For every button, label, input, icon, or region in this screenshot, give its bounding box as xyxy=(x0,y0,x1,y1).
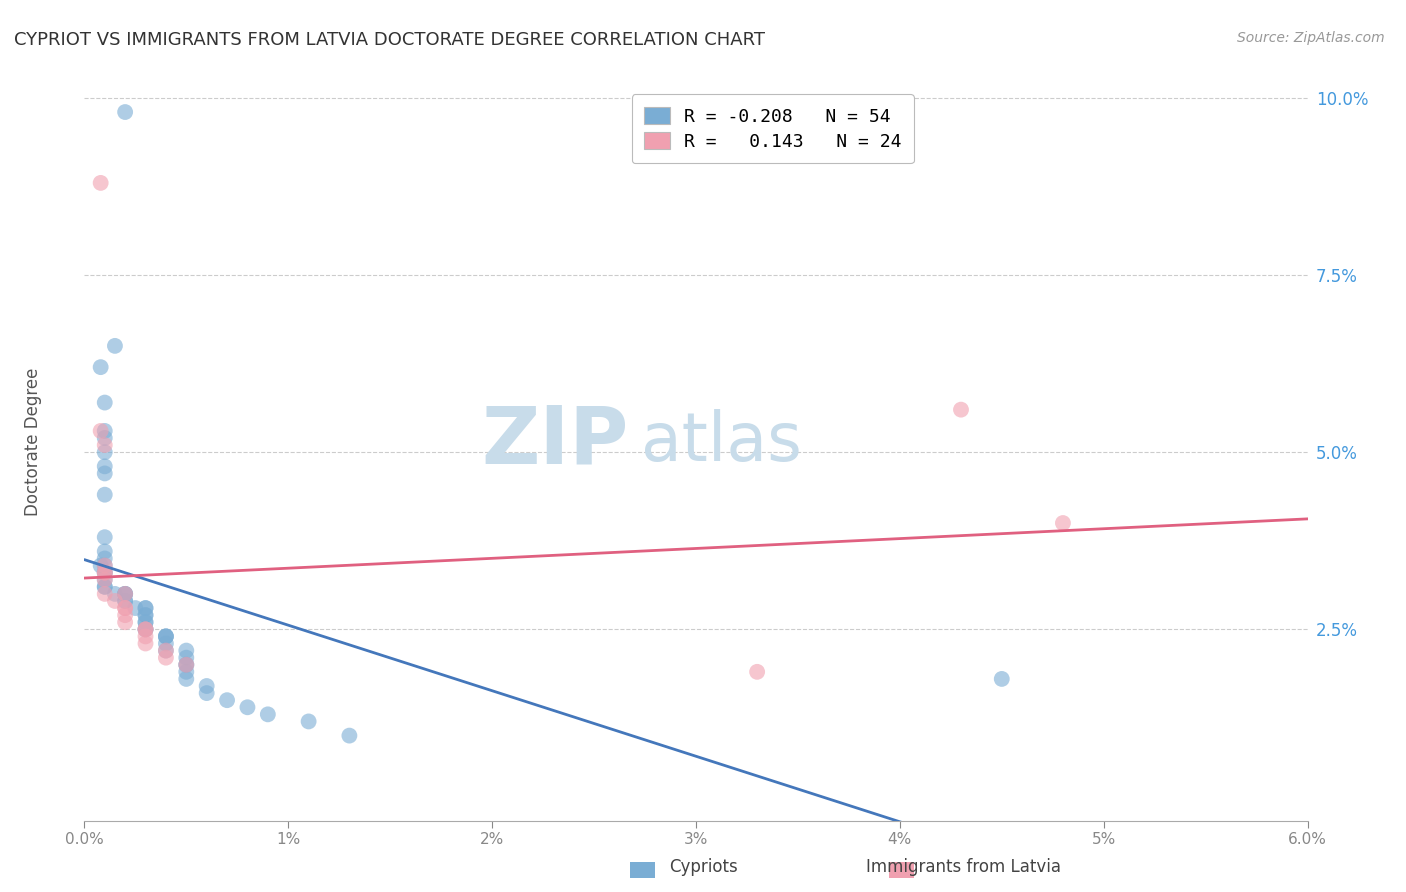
Point xyxy=(114,587,136,601)
Point xyxy=(93,551,117,566)
Point xyxy=(114,587,136,601)
Text: Cypriots: Cypriots xyxy=(669,858,737,876)
Point xyxy=(114,594,136,608)
Point xyxy=(176,665,198,679)
Point xyxy=(135,615,157,630)
Point xyxy=(135,629,157,643)
Point xyxy=(114,601,136,615)
Point xyxy=(93,573,117,587)
Point xyxy=(155,643,177,657)
Point xyxy=(155,650,177,665)
Point xyxy=(135,608,157,623)
Point xyxy=(1052,516,1074,530)
Point xyxy=(135,601,157,615)
Point xyxy=(93,558,117,573)
Point xyxy=(155,629,177,643)
Point xyxy=(93,580,117,594)
Point xyxy=(298,714,321,729)
Text: Source: ZipAtlas.com: Source: ZipAtlas.com xyxy=(1237,31,1385,45)
Point xyxy=(135,623,157,637)
Point xyxy=(114,105,136,120)
Point xyxy=(135,636,157,650)
Point xyxy=(90,176,112,190)
Point xyxy=(114,587,136,601)
Point xyxy=(124,601,146,615)
Point xyxy=(93,580,117,594)
Point xyxy=(176,657,198,672)
Point xyxy=(257,707,280,722)
Point xyxy=(90,558,112,573)
Text: atlas: atlas xyxy=(641,409,801,475)
Point xyxy=(135,608,157,623)
Point xyxy=(93,566,117,580)
Point xyxy=(135,623,157,637)
Point xyxy=(93,573,117,587)
Point xyxy=(114,601,136,615)
Text: Immigrants from Latvia: Immigrants from Latvia xyxy=(866,858,1060,876)
Point xyxy=(93,530,117,544)
Text: CYPRIOT VS IMMIGRANTS FROM LATVIA DOCTORATE DEGREE CORRELATION CHART: CYPRIOT VS IMMIGRANTS FROM LATVIA DOCTOR… xyxy=(14,31,765,49)
Point xyxy=(217,693,239,707)
Point xyxy=(155,629,177,643)
Point xyxy=(93,566,117,580)
Point xyxy=(93,431,117,445)
Point xyxy=(135,601,157,615)
Point xyxy=(93,445,117,459)
Point xyxy=(93,424,117,438)
Point xyxy=(747,665,769,679)
Point xyxy=(176,657,198,672)
Point xyxy=(104,587,127,601)
Point xyxy=(135,623,157,637)
Point xyxy=(104,339,127,353)
Point xyxy=(176,657,198,672)
Point xyxy=(93,438,117,452)
Point xyxy=(93,566,117,580)
Point xyxy=(155,629,177,643)
Point xyxy=(155,636,177,650)
Point xyxy=(114,608,136,623)
Point xyxy=(93,566,117,580)
Point xyxy=(90,360,112,375)
Point xyxy=(950,402,973,417)
Point xyxy=(236,700,259,714)
Point xyxy=(93,467,117,481)
Point xyxy=(176,672,198,686)
Text: Doctorate Degree: Doctorate Degree xyxy=(24,368,42,516)
Point xyxy=(90,424,112,438)
Point xyxy=(93,488,117,502)
Point xyxy=(93,544,117,558)
Point xyxy=(104,594,127,608)
Point xyxy=(176,650,198,665)
Point xyxy=(339,729,361,743)
Point xyxy=(93,558,117,573)
Point xyxy=(114,587,136,601)
Point xyxy=(991,672,1014,686)
Point xyxy=(93,587,117,601)
Point xyxy=(195,679,218,693)
Point xyxy=(155,643,177,657)
Point xyxy=(176,643,198,657)
Point xyxy=(114,594,136,608)
Text: ZIP: ZIP xyxy=(481,402,628,481)
Point xyxy=(135,615,157,630)
Point xyxy=(114,615,136,630)
Point xyxy=(195,686,218,700)
Point xyxy=(93,459,117,474)
Legend: R = -0.208   N = 54, R =   0.143   N = 24: R = -0.208 N = 54, R = 0.143 N = 24 xyxy=(631,95,914,163)
Point xyxy=(135,623,157,637)
Point xyxy=(93,395,117,409)
